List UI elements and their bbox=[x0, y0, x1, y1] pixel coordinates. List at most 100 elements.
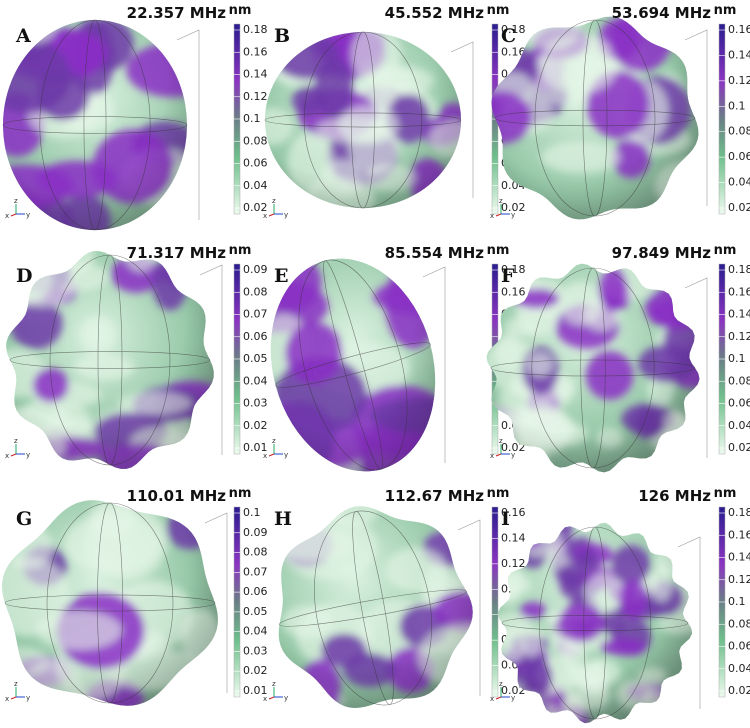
equator bbox=[501, 615, 689, 631]
triad-label: x bbox=[5, 452, 9, 460]
colorbar-label: 0.01 bbox=[243, 441, 268, 454]
colorbar-label: 0.04 bbox=[243, 374, 268, 387]
meridian bbox=[534, 19, 656, 217]
colorbar-label: 0.18 bbox=[728, 263, 750, 276]
unit: nm bbox=[229, 3, 252, 18]
unit: nm bbox=[229, 486, 252, 501]
colorbar bbox=[233, 506, 241, 698]
colorbar-label: 0.02 bbox=[243, 664, 268, 677]
colorbar-label: 0.1 bbox=[728, 352, 746, 365]
colorbar-label: 0.04 bbox=[243, 179, 268, 192]
shading bbox=[259, 490, 487, 720]
meridian bbox=[303, 31, 423, 209]
colorbar-label: 0.01 bbox=[243, 684, 268, 697]
sphere bbox=[265, 32, 461, 208]
meridian bbox=[314, 510, 432, 706]
mesh bbox=[490, 267, 696, 469]
panel-letter: D bbox=[16, 265, 32, 287]
mesh bbox=[275, 259, 431, 471]
triad-x bbox=[495, 213, 502, 217]
triad-label: x bbox=[263, 695, 267, 703]
colorbar-label: 0.06 bbox=[728, 640, 750, 653]
triad-label: x bbox=[263, 452, 267, 460]
panel-letter: C bbox=[501, 25, 516, 47]
triad-x bbox=[268, 453, 275, 457]
colorbar-label: 0.16 bbox=[501, 285, 526, 298]
blob bbox=[668, 691, 693, 722]
equator bbox=[279, 589, 467, 627]
frequency: 126 MHz bbox=[638, 487, 711, 505]
colorbar-label: 0.02 bbox=[501, 684, 526, 697]
colorbar-label: 0.06 bbox=[243, 330, 268, 343]
panel-letter: F bbox=[501, 265, 515, 287]
triad-label: y bbox=[511, 694, 515, 702]
shading bbox=[491, 16, 699, 220]
colorbar-label: 0.02 bbox=[243, 201, 268, 214]
triad-label: y bbox=[284, 694, 288, 702]
bounding-box bbox=[457, 519, 481, 696]
colorbar-label: 0.09 bbox=[243, 263, 268, 276]
panel-letter: E bbox=[274, 265, 288, 287]
colorbar bbox=[718, 23, 726, 215]
triad-label: z bbox=[499, 437, 503, 445]
colorbar-label: 0.08 bbox=[243, 134, 268, 147]
triad-label: z bbox=[499, 197, 503, 205]
colorbar-label: 0.12 bbox=[243, 90, 268, 103]
sphere bbox=[486, 263, 700, 473]
equator bbox=[275, 342, 431, 388]
meridian bbox=[46, 502, 174, 704]
triad-label: x bbox=[490, 452, 494, 460]
bounding-box bbox=[677, 536, 701, 709]
colorbar-label: 0.14 bbox=[728, 308, 750, 321]
unit: nm bbox=[714, 3, 737, 18]
colorbar-label: 0.08 bbox=[243, 285, 268, 298]
shading bbox=[6, 251, 214, 469]
unit: nm bbox=[714, 486, 737, 501]
triad-x bbox=[10, 696, 17, 700]
colorbar bbox=[491, 506, 499, 698]
bounding-box bbox=[684, 277, 708, 458]
shading bbox=[2, 500, 218, 706]
colorbar-label: 0.04 bbox=[728, 419, 750, 432]
colorbar-label: 0.05 bbox=[243, 605, 268, 618]
colorbar-label: 0.12 bbox=[728, 573, 750, 586]
frequency: 22.357 MHz bbox=[127, 4, 227, 22]
triad-label: z bbox=[272, 680, 276, 688]
colorbar-label: 0.06 bbox=[728, 397, 750, 410]
blob bbox=[183, 428, 214, 458]
colorbar-label: 0.12 bbox=[728, 74, 750, 87]
colorbar-label: 0.06 bbox=[243, 157, 268, 170]
equator bbox=[494, 109, 696, 127]
equator bbox=[490, 359, 696, 377]
panel: A 22.357 MHz nm 0.18 0.16 0.14 0.12 0.1 0.08 0.06… bbox=[2, 3, 268, 231]
colorbar-label: 0.07 bbox=[243, 308, 268, 321]
triad-x bbox=[495, 696, 502, 700]
colorbar-label: 0.08 bbox=[728, 125, 750, 138]
bounding-box bbox=[204, 512, 228, 693]
frequency: 45.552 MHz bbox=[385, 4, 485, 22]
blob bbox=[143, 446, 209, 469]
mesh bbox=[494, 19, 696, 217]
colorbar-label: 0.18 bbox=[501, 23, 526, 36]
colorbar-label: 0.18 bbox=[728, 506, 750, 519]
colorbar-label: 0.14 bbox=[728, 48, 750, 61]
triad-label: y bbox=[284, 451, 288, 459]
mesh bbox=[264, 31, 462, 209]
colorbar-label: 0.08 bbox=[243, 546, 268, 559]
mesh bbox=[2, 19, 188, 231]
triad-label: z bbox=[272, 197, 276, 205]
triad-label: x bbox=[490, 695, 494, 703]
colorbar-label: 0.09 bbox=[243, 526, 268, 539]
colorbar-label: 0.02 bbox=[728, 201, 750, 214]
shading bbox=[497, 522, 693, 724]
colorbar-label: 0.16 bbox=[728, 528, 750, 541]
colorbar-label: 0.04 bbox=[728, 176, 750, 189]
frequency: 85.554 MHz bbox=[385, 244, 485, 262]
triad-label: x bbox=[5, 695, 9, 703]
mesh bbox=[4, 502, 216, 704]
colorbar-label: 0.14 bbox=[243, 68, 268, 81]
frequency: 53.694 MHz bbox=[612, 4, 712, 22]
equator bbox=[2, 116, 188, 134]
shading bbox=[3, 20, 187, 230]
